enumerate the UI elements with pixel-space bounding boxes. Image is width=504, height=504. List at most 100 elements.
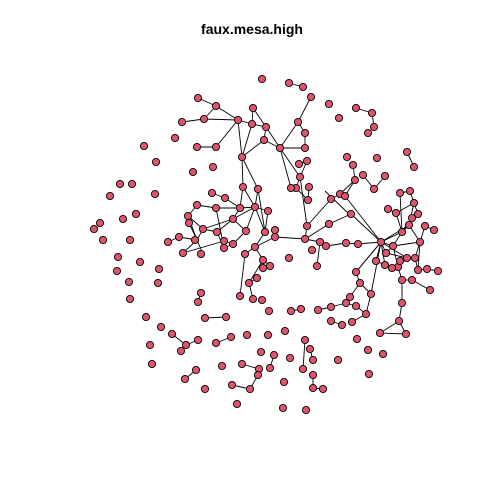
network-edge: [350, 213, 382, 243]
network-vertex: [270, 225, 280, 235]
network-vertex: [308, 355, 318, 365]
network-vertex: [425, 285, 435, 295]
network-vertex: [369, 184, 379, 194]
network-vertex: [176, 346, 186, 356]
network-vertex: [348, 160, 358, 170]
network-vertex: [371, 256, 381, 266]
network-vertex: [192, 142, 202, 152]
network-vertex: [300, 128, 310, 138]
network-edge: [254, 206, 266, 233]
network-edge: [355, 241, 382, 273]
network-vertex: [118, 214, 128, 224]
network-vertex: [275, 143, 285, 153]
network-vertex: [306, 92, 316, 102]
network-edge: [182, 240, 225, 254]
network-vertex: [397, 227, 407, 237]
network-vertex: [347, 317, 357, 327]
network-vertex: [409, 162, 419, 172]
network-edge: [232, 206, 256, 220]
nodes-layer: [89, 74, 443, 415]
network-vertex: [301, 405, 311, 415]
network-vertex: [112, 266, 122, 276]
network-edge: [304, 223, 330, 240]
network-vertex: [264, 306, 274, 316]
network-vertex: [324, 219, 334, 229]
network-vertex: [413, 209, 423, 219]
network-vertex: [151, 157, 161, 167]
network-vertex: [259, 135, 269, 145]
network-vertex: [341, 298, 351, 308]
network-vertex: [219, 236, 229, 246]
network-vertex: [211, 142, 221, 152]
network-vertex: [248, 103, 258, 113]
network-vertex: [413, 265, 423, 275]
network-vertex: [257, 74, 267, 84]
network-vertex: [253, 184, 263, 194]
network-vertex: [258, 263, 268, 273]
network-vertex: [237, 152, 247, 162]
network-vertex: [150, 189, 160, 199]
network-vertex: [334, 113, 344, 123]
network-vertex: [372, 153, 382, 163]
network-vertex: [369, 122, 379, 132]
network-vertex: [145, 340, 155, 350]
network-vertex: [193, 335, 203, 345]
network-vertex: [364, 369, 374, 379]
network-vertex: [181, 340, 191, 350]
network-vertex: [135, 257, 145, 267]
network-vertex: [366, 289, 376, 299]
network-vertex: [258, 255, 268, 265]
network-edge: [399, 192, 403, 233]
network-vertex: [245, 384, 255, 394]
network-vertex: [131, 209, 141, 219]
network-edge: [297, 96, 312, 123]
network-vertex: [89, 224, 99, 234]
network-vertex: [391, 208, 401, 218]
network-vertex: [341, 238, 351, 248]
network-vertex: [333, 355, 343, 365]
network-vertex: [263, 330, 273, 340]
network-vertex: [293, 117, 303, 127]
network-vertex: [211, 101, 221, 111]
network-vertex: [235, 291, 245, 301]
network-edge: [241, 139, 265, 158]
network-vertex: [351, 301, 361, 311]
network-vertex: [260, 227, 270, 237]
network-vertex: [240, 249, 250, 259]
network-vertex: [127, 179, 137, 189]
network-vertex: [242, 330, 252, 340]
network-vertex: [174, 232, 184, 242]
network-vertex: [353, 239, 363, 249]
network-vertex: [154, 264, 164, 274]
network-vertex: [232, 399, 242, 409]
network-vertex: [324, 99, 334, 109]
network-vertex: [280, 326, 290, 336]
network-vertex: [241, 226, 251, 236]
network-vertex: [429, 225, 439, 235]
network-vertex: [308, 370, 318, 380]
network-edge: [257, 188, 266, 233]
network-vertex: [402, 147, 412, 157]
network-vertex: [300, 335, 310, 345]
network-vertex: [227, 380, 237, 390]
network-vertex: [228, 214, 238, 224]
network-vertex: [233, 115, 243, 125]
network-vertex: [105, 191, 115, 201]
network-vertex: [304, 182, 314, 192]
network-vertex: [253, 370, 263, 380]
network-vertex: [141, 312, 151, 322]
network-vertex: [98, 235, 108, 245]
network-edge: [239, 253, 246, 297]
plot-title: faux.mesa.high: [201, 21, 303, 37]
network-edge: [245, 206, 256, 232]
network-vertex: [305, 344, 315, 354]
network-edge: [215, 119, 239, 148]
network-vertex: [219, 243, 229, 253]
network-vertex: [300, 234, 310, 244]
network-vertex: [284, 253, 294, 263]
network-edge: [248, 259, 264, 284]
network-vertex: [361, 309, 371, 319]
network-vertex: [326, 316, 336, 326]
network-vertex: [337, 320, 347, 330]
